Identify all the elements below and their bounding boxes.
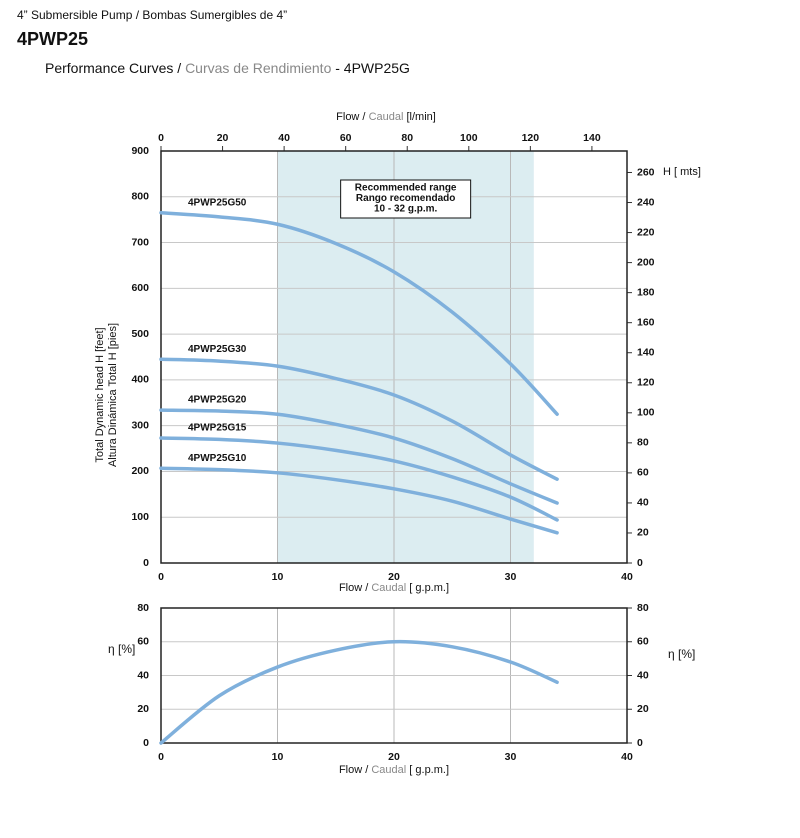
x2-tick-label: 0: [158, 132, 164, 144]
x-title-es: Caudal: [371, 582, 406, 594]
caption-model: - 4PWP25G: [335, 60, 410, 76]
series-line: [159, 436, 559, 522]
y2-tick-label: 20: [637, 703, 649, 715]
series-line: [159, 639, 559, 745]
x-title-unit: [ g.p.m.]: [409, 764, 449, 776]
y-axis-title: η [%]: [108, 642, 135, 656]
y2-tick-label: 40: [637, 497, 649, 509]
x-title-es: Caudal: [371, 764, 406, 776]
y2-tick-label: 20: [637, 527, 649, 539]
series-label: 4PWP25G20: [188, 395, 247, 406]
x-tick-label: 10: [272, 571, 284, 583]
y2-axis-title: H [ mts]: [663, 166, 701, 178]
y-tick-label: 400: [131, 374, 149, 386]
x-title-en: Flow /: [339, 582, 369, 594]
y-tick-label: 500: [131, 328, 149, 340]
series-line: [159, 466, 559, 535]
x2-tick-label: 20: [217, 132, 229, 144]
x2-axis-title: Flow / Caudal [l/min]: [336, 111, 436, 123]
caption-es: Curvas de Rendimiento: [185, 60, 332, 76]
x-title-unit: [ g.p.m.]: [409, 582, 449, 594]
y-tick-label: 200: [131, 465, 149, 477]
x-tick-label: 10: [272, 751, 284, 763]
y2-tick-label: 220: [637, 226, 655, 238]
y-tick-label: 40: [137, 669, 149, 681]
y-tick-label: 0: [143, 557, 149, 569]
y2-tick-label: 100: [637, 407, 655, 419]
series-label: 4PWP25G50: [188, 197, 247, 208]
y-tick-label: 300: [131, 419, 149, 431]
series-label: 4PWP25G15: [188, 423, 247, 434]
x2-tick-label: 100: [460, 132, 478, 144]
annotation-text: Recommended range: [355, 183, 457, 194]
y-tick-label: 20: [137, 703, 149, 715]
x-title-en: Flow /: [339, 764, 369, 776]
recommended-range: [277, 151, 534, 563]
x2-tick-label: 120: [522, 132, 540, 144]
annotation-box: [340, 179, 472, 219]
caption: Performance Curves / Curvas de Rendimien…: [45, 60, 410, 76]
x-axis-title: Flow / Caudal [ g.p.m.]: [339, 582, 449, 594]
y2-tick-label: 60: [637, 636, 649, 648]
plot-border: [160, 150, 628, 564]
series-line: [159, 357, 559, 481]
y2-tick-label: 120: [637, 377, 655, 389]
series-label: 4PWP25G30: [188, 344, 247, 355]
series-line: [159, 408, 559, 505]
x-tick-label: 40: [621, 571, 633, 583]
series-line: [159, 211, 559, 416]
y-tick-label: 600: [131, 282, 149, 294]
x-tick-label: 30: [505, 571, 517, 583]
x2-tick-label: 80: [401, 132, 413, 144]
y2-axis-title: η [%]: [668, 647, 695, 661]
plot-border: [160, 607, 628, 744]
x-tick-label: 20: [388, 571, 400, 583]
x-tick-label: 30: [505, 751, 517, 763]
y-tick-label: 800: [131, 191, 149, 203]
y2-tick-label: 140: [637, 347, 655, 359]
y2-tick-label: 0: [637, 557, 643, 569]
x2-tick-label: 60: [340, 132, 352, 144]
y-tick-label: 100: [131, 511, 149, 523]
y2-tick-label: 200: [637, 256, 655, 268]
x-tick-label: 40: [621, 751, 633, 763]
caption-en: Performance Curves /: [45, 60, 181, 76]
x2-title-es: Caudal: [369, 111, 404, 123]
y2-tick-label: 160: [637, 316, 655, 328]
x2-title-unit: [l/min]: [406, 111, 435, 123]
y-tick-label: 900: [131, 145, 149, 157]
x2-tick-label: 40: [278, 132, 290, 144]
header-subtitle: 4” Submersible Pump / Bombas Sumergibles…: [17, 8, 287, 22]
y-tick-label: 80: [137, 602, 149, 614]
y-tick-label: 60: [137, 636, 149, 648]
y2-tick-label: 240: [637, 196, 655, 208]
series-label: 4PWP25G10: [188, 453, 247, 464]
y-tick-label: 0: [143, 737, 149, 749]
x2-tick-label: 140: [583, 132, 601, 144]
y-axis-title: Total Dynamic head H [feet]: [94, 327, 106, 462]
header-title: 4PWP25: [17, 29, 88, 49]
annotation-text: 10 - 32 g.p.m.: [374, 204, 438, 215]
y2-tick-label: 0: [637, 737, 643, 749]
y-axis-title: Altura Dinámica Total H [pies]: [107, 323, 119, 467]
y-tick-label: 700: [131, 236, 149, 248]
y2-tick-label: 80: [637, 602, 649, 614]
x2-title-en: Flow /: [336, 111, 366, 123]
x-tick-label: 0: [158, 751, 164, 763]
y2-tick-label: 80: [637, 437, 649, 449]
annotation-text: Rango recomendado: [356, 193, 455, 204]
x-axis-title: Flow / Caudal [ g.p.m.]: [339, 764, 449, 776]
y2-tick-label: 260: [637, 166, 655, 178]
y2-tick-label: 180: [637, 286, 655, 298]
y2-tick-label: 40: [637, 669, 649, 681]
y2-tick-label: 60: [637, 467, 649, 479]
x-tick-label: 0: [158, 571, 164, 583]
x-tick-label: 20: [388, 751, 400, 763]
